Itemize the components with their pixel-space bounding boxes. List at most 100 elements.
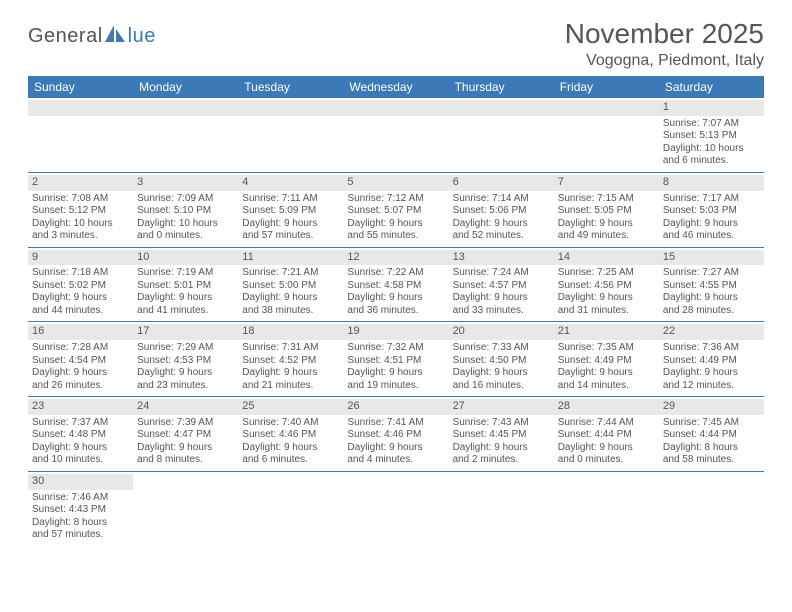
day-number: 13 (449, 250, 554, 266)
sunrise-text: Sunrise: 7:09 AM (137, 193, 234, 206)
calendar-cell: 24Sunrise: 7:39 AMSunset: 4:47 PMDayligh… (133, 397, 238, 471)
daylight-text: and 2 minutes. (453, 454, 550, 467)
daylight-text: Daylight: 9 hours (558, 367, 655, 380)
calendar: Sunday Monday Tuesday Wednesday Thursday… (28, 76, 764, 546)
daylight-text: and 8 minutes. (137, 454, 234, 467)
day-number: 10 (133, 250, 238, 266)
sunset-text: Sunset: 5:12 PM (32, 205, 129, 218)
day-number: 25 (238, 399, 343, 415)
sunrise-text: Sunrise: 7:21 AM (242, 267, 339, 280)
calendar-cell (133, 472, 238, 546)
sunrise-text: Sunrise: 7:45 AM (663, 417, 760, 430)
sunrise-text: Sunrise: 7:17 AM (663, 193, 760, 206)
calendar-week: 23Sunrise: 7:37 AMSunset: 4:48 PMDayligh… (28, 397, 764, 472)
day-number: 4 (238, 175, 343, 191)
day-number: 1 (659, 100, 764, 116)
sunrise-text: Sunrise: 7:46 AM (32, 492, 129, 505)
day-number: 18 (238, 324, 343, 340)
daylight-text: Daylight: 9 hours (558, 292, 655, 305)
sunrise-text: Sunrise: 7:24 AM (453, 267, 550, 280)
sunrise-text: Sunrise: 7:07 AM (663, 118, 760, 131)
daylight-text: Daylight: 9 hours (242, 367, 339, 380)
sunrise-text: Sunrise: 7:19 AM (137, 267, 234, 280)
calendar-cell: 9Sunrise: 7:18 AMSunset: 5:02 PMDaylight… (28, 248, 133, 322)
title-block: November 2025 Vogogna, Piedmont, Italy (565, 18, 764, 70)
calendar-cell (449, 98, 554, 172)
daylight-text: and 14 minutes. (558, 380, 655, 393)
calendar-cell: 22Sunrise: 7:36 AMSunset: 4:49 PMDayligh… (659, 322, 764, 396)
sunrise-text: Sunrise: 7:18 AM (32, 267, 129, 280)
sunset-text: Sunset: 4:56 PM (558, 280, 655, 293)
day-number: 20 (449, 324, 554, 340)
calendar-cell: 8Sunrise: 7:17 AMSunset: 5:03 PMDaylight… (659, 173, 764, 247)
daylight-text: Daylight: 8 hours (663, 442, 760, 455)
sunrise-text: Sunrise: 7:08 AM (32, 193, 129, 206)
day-number: 24 (133, 399, 238, 415)
calendar-cell: 14Sunrise: 7:25 AMSunset: 4:56 PMDayligh… (554, 248, 659, 322)
header: General lue November 2025 Vogogna, Piedm… (28, 18, 764, 70)
daylight-text: and 52 minutes. (453, 230, 550, 243)
day-number (238, 100, 343, 116)
sunrise-text: Sunrise: 7:27 AM (663, 267, 760, 280)
daylight-text: and 38 minutes. (242, 305, 339, 318)
daylight-text: Daylight: 9 hours (32, 367, 129, 380)
sunrise-text: Sunrise: 7:15 AM (558, 193, 655, 206)
sunrise-text: Sunrise: 7:12 AM (347, 193, 444, 206)
daylight-text: and 36 minutes. (347, 305, 444, 318)
calendar-cell (449, 472, 554, 546)
sunrise-text: Sunrise: 7:22 AM (347, 267, 444, 280)
daylight-text: Daylight: 9 hours (347, 367, 444, 380)
daylight-text: Daylight: 9 hours (137, 442, 234, 455)
sunset-text: Sunset: 4:51 PM (347, 355, 444, 368)
calendar-cell: 6Sunrise: 7:14 AMSunset: 5:06 PMDaylight… (449, 173, 554, 247)
sunset-text: Sunset: 4:44 PM (663, 429, 760, 442)
daylight-text: Daylight: 9 hours (558, 442, 655, 455)
calendar-cell: 4Sunrise: 7:11 AMSunset: 5:09 PMDaylight… (238, 173, 343, 247)
day-number: 15 (659, 250, 764, 266)
calendar-cell (133, 98, 238, 172)
calendar-cell: 27Sunrise: 7:43 AMSunset: 4:45 PMDayligh… (449, 397, 554, 471)
calendar-cell: 28Sunrise: 7:44 AMSunset: 4:44 PMDayligh… (554, 397, 659, 471)
sunset-text: Sunset: 4:58 PM (347, 280, 444, 293)
calendar-cell (343, 472, 448, 546)
daylight-text: Daylight: 9 hours (453, 292, 550, 305)
sunset-text: Sunset: 5:00 PM (242, 280, 339, 293)
sunset-text: Sunset: 4:43 PM (32, 504, 129, 517)
calendar-cell: 5Sunrise: 7:12 AMSunset: 5:07 PMDaylight… (343, 173, 448, 247)
daylight-text: and 6 minutes. (242, 454, 339, 467)
day-number: 23 (28, 399, 133, 415)
daylight-text: and 19 minutes. (347, 380, 444, 393)
day-number: 9 (28, 250, 133, 266)
calendar-cell: 2Sunrise: 7:08 AMSunset: 5:12 PMDaylight… (28, 173, 133, 247)
sunrise-text: Sunrise: 7:35 AM (558, 342, 655, 355)
sunrise-text: Sunrise: 7:44 AM (558, 417, 655, 430)
day-number: 7 (554, 175, 659, 191)
sunset-text: Sunset: 5:03 PM (663, 205, 760, 218)
calendar-cell: 21Sunrise: 7:35 AMSunset: 4:49 PMDayligh… (554, 322, 659, 396)
sunset-text: Sunset: 5:01 PM (137, 280, 234, 293)
day-number: 11 (238, 250, 343, 266)
sunset-text: Sunset: 5:02 PM (32, 280, 129, 293)
daylight-text: Daylight: 9 hours (32, 292, 129, 305)
sunrise-text: Sunrise: 7:33 AM (453, 342, 550, 355)
calendar-week: 16Sunrise: 7:28 AMSunset: 4:54 PMDayligh… (28, 322, 764, 397)
calendar-cell (238, 98, 343, 172)
sunrise-text: Sunrise: 7:29 AM (137, 342, 234, 355)
page-title: November 2025 (565, 18, 764, 50)
daylight-text: and 3 minutes. (32, 230, 129, 243)
day-number: 21 (554, 324, 659, 340)
daylight-text: Daylight: 8 hours (32, 517, 129, 530)
sunset-text: Sunset: 4:45 PM (453, 429, 550, 442)
day-number: 26 (343, 399, 448, 415)
day-number: 30 (28, 474, 133, 490)
sunrise-text: Sunrise: 7:28 AM (32, 342, 129, 355)
daylight-text: and 58 minutes. (663, 454, 760, 467)
day-header: Sunday (28, 76, 133, 98)
sunset-text: Sunset: 4:48 PM (32, 429, 129, 442)
sunset-text: Sunset: 5:07 PM (347, 205, 444, 218)
daylight-text: Daylight: 9 hours (453, 218, 550, 231)
calendar-cell: 18Sunrise: 7:31 AMSunset: 4:52 PMDayligh… (238, 322, 343, 396)
daylight-text: Daylight: 9 hours (137, 292, 234, 305)
day-header: Thursday (449, 76, 554, 98)
sunset-text: Sunset: 5:06 PM (453, 205, 550, 218)
